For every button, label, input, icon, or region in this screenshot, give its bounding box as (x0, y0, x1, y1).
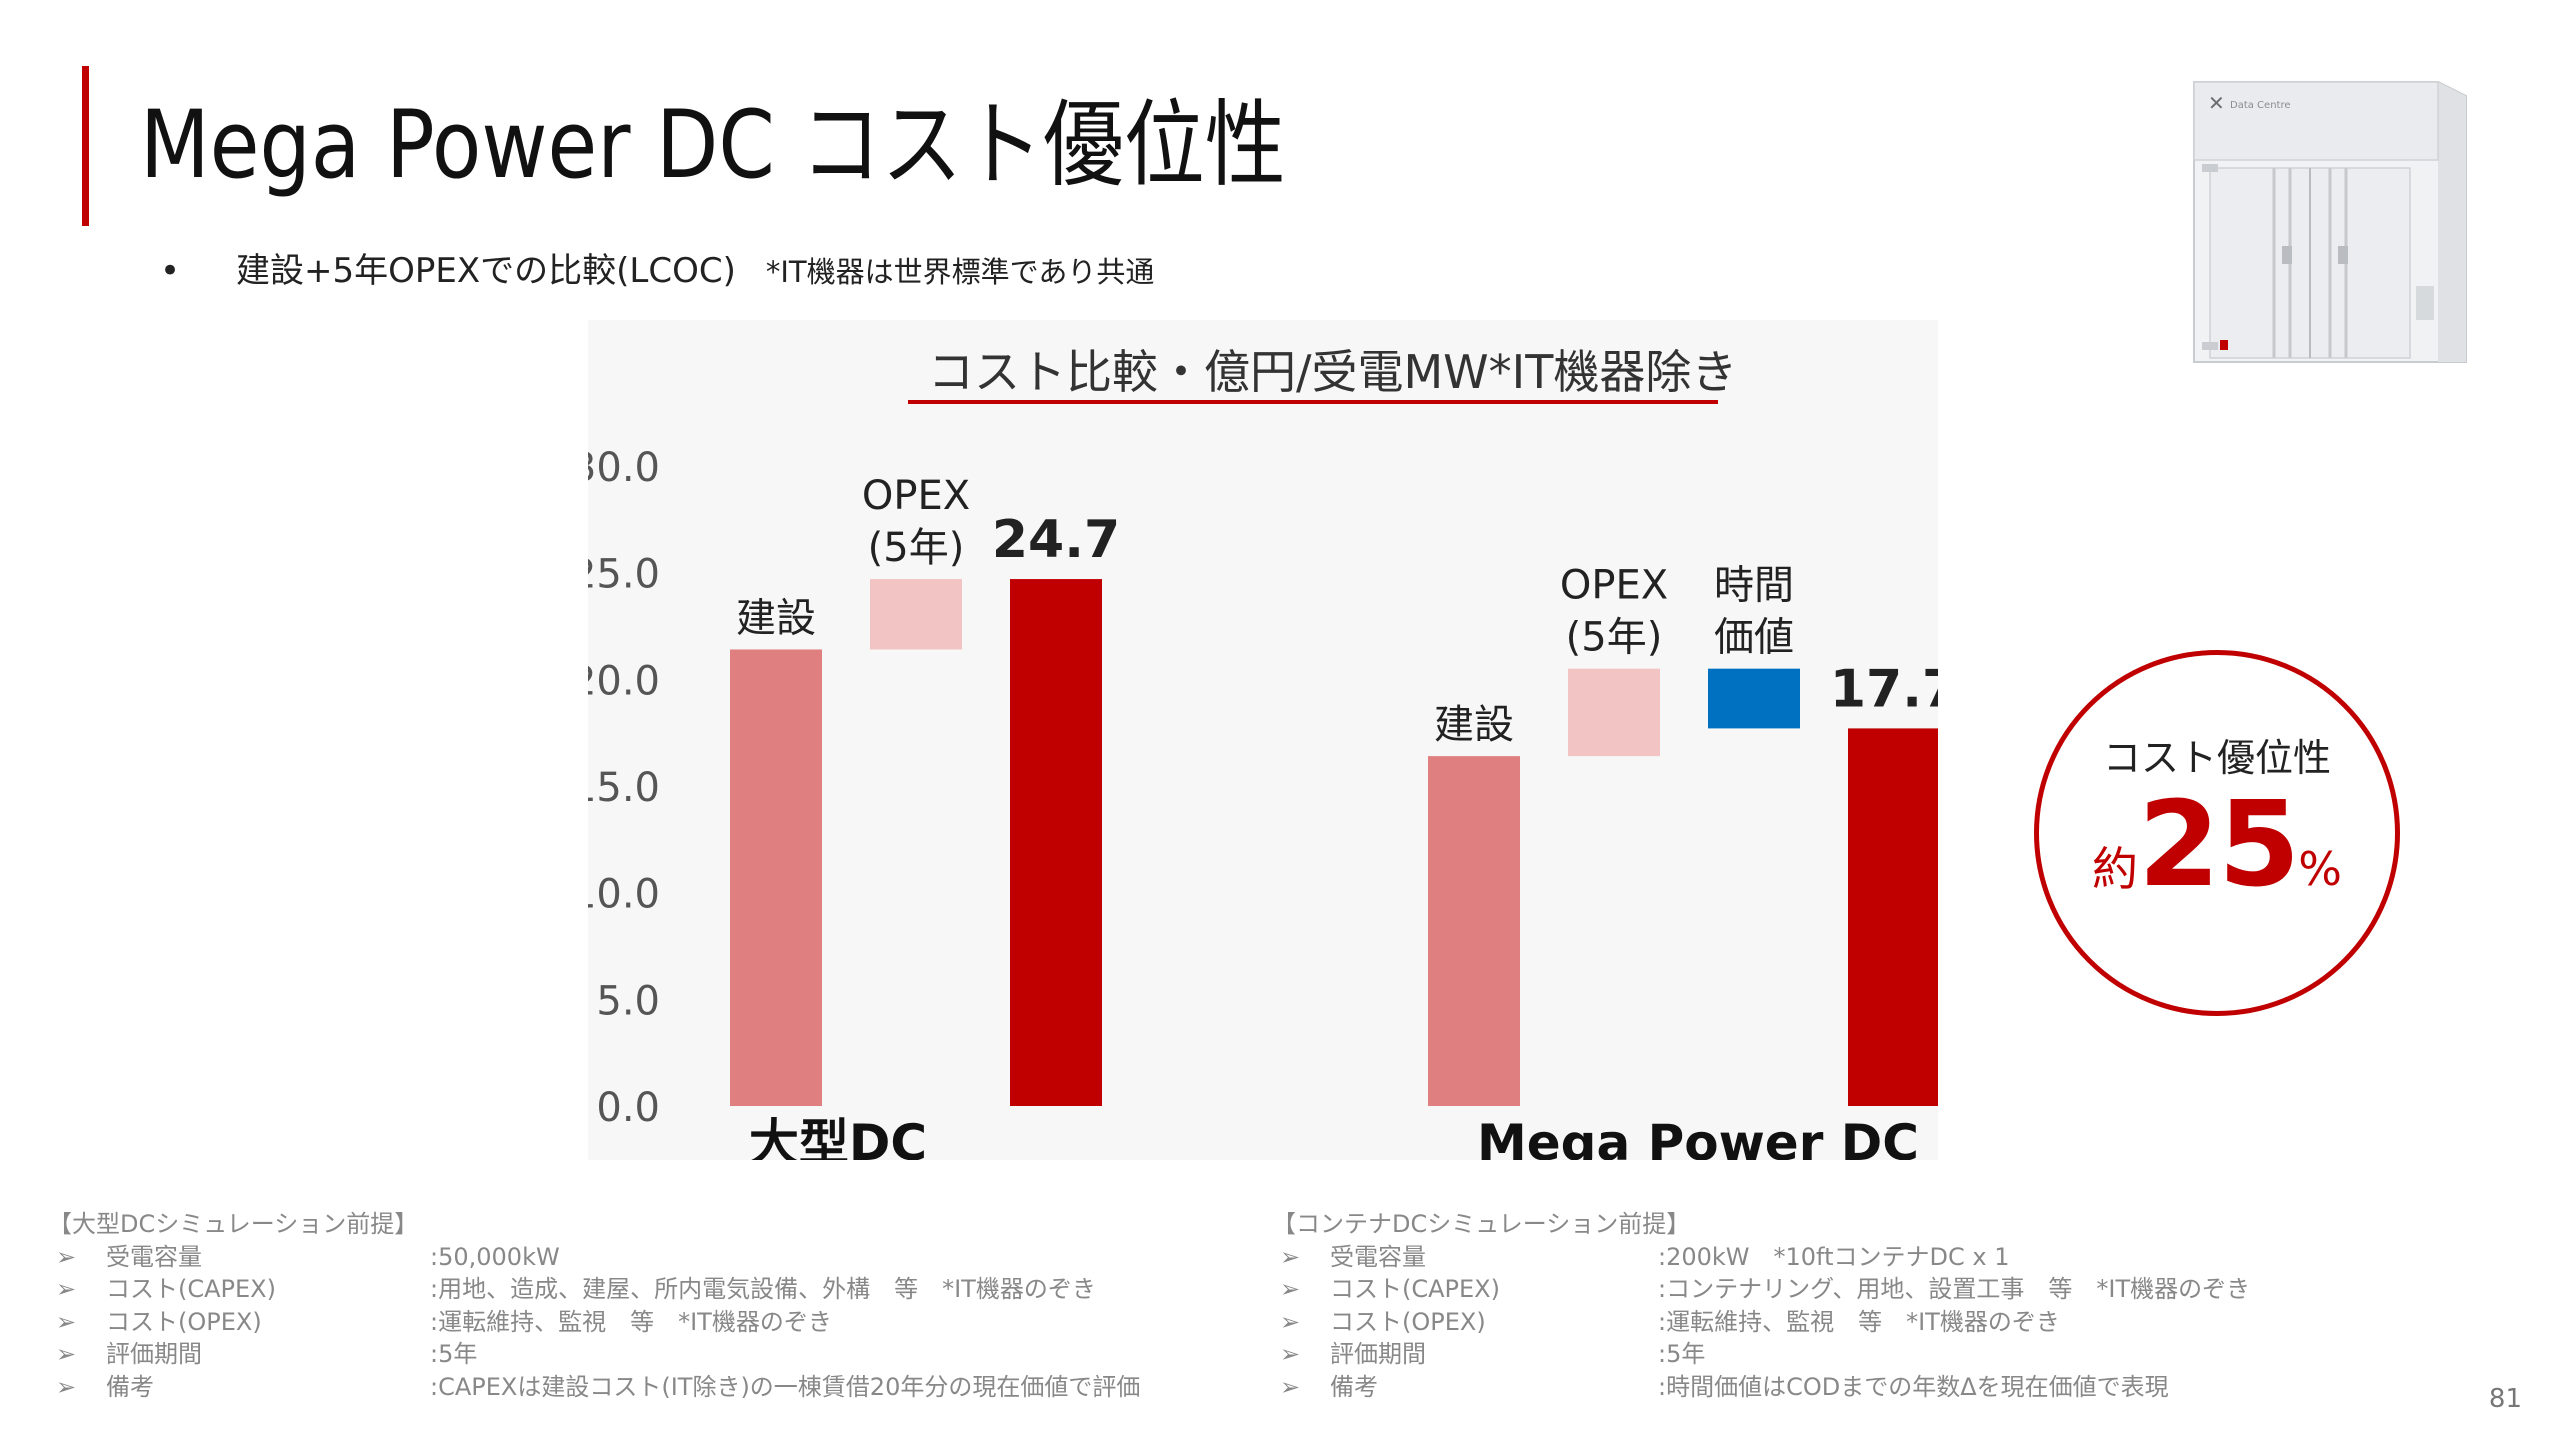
badge-number: 25 (2138, 775, 2300, 913)
bar-label: (5年) (1566, 615, 1663, 661)
arrow-bullet-icon: ➢ (56, 1242, 77, 1271)
badge-title: コスト優位性 (2102, 736, 2331, 780)
note-label: 備考 (106, 1372, 154, 1401)
note-value: :運転維持、監視 等 *IT機器のぞき (430, 1307, 832, 1336)
y-tick-label: 5.0 (596, 978, 660, 1024)
page-number: 81 (2488, 1384, 2522, 1414)
title-accent-bar (82, 66, 89, 226)
note-value: :5年 (1658, 1340, 1706, 1368)
bar (1708, 668, 1800, 729)
bullet-note: *IT機器は世界標準であり共通 (765, 255, 1155, 289)
bullet-dot: • (160, 251, 181, 291)
arrow-bullet-icon: ➢ (1280, 1340, 1301, 1368)
note-label: 評価期間 (1330, 1340, 1426, 1368)
note-value: :200kW *10ftコンテナDC x 1 (1658, 1242, 2010, 1271)
chart-title: コスト比較・億円/受電MW*IT機器除き (928, 345, 1737, 399)
note-label: コスト(CAPEX) (1330, 1275, 1500, 1303)
cost-advantage-badge: コスト優位性 約25% (2034, 650, 2400, 1016)
badge-suffix: % (2298, 842, 2342, 896)
note-row: ➢ 備考 :時間価値はCODまでの年数Δを現在価値で表現 (1272, 1371, 2372, 1404)
note-row: ➢ コスト(CAPEX) :コンテナリング、用地、設置工事 等 *IT機器のぞき (1272, 1273, 2372, 1306)
bar-value-label: 24.7 (992, 510, 1120, 570)
group-label: 大型DC (749, 1114, 927, 1160)
note-value: :5年 (430, 1340, 478, 1368)
chart-panel: コスト比較・億円/受電MW*IT機器除き 30.0 25.0 20.0 15.0 10.0… (588, 320, 1938, 1160)
note-row: ➢ コスト(CAPEX) :用地、造成、建屋、所内電気設備、外構 等 *IT機器のぞ… (48, 1273, 1228, 1306)
note-label: コスト(CAPEX) (106, 1275, 276, 1303)
y-tick-label: 0.0 (596, 1085, 660, 1131)
note-value: :コンテナリング、用地、設置工事 等 *IT機器のぞき (1658, 1275, 2251, 1303)
container-dc-image: ✕ Data Centre (2193, 81, 2467, 363)
bar-value-label: 17.7 (1830, 659, 1938, 719)
note-row: ➢ 受電容量 :200kW *10ftコンテナDC x 1 (1272, 1241, 2372, 1274)
note-row: ➢ 評価期間 :5年 (48, 1338, 1228, 1371)
bar (730, 649, 822, 1106)
bar (1428, 756, 1520, 1106)
bar-label: 時間 (1714, 563, 1794, 609)
bar-label: 建設 (1434, 702, 1514, 748)
note-value: :時間価値はCODまでの年数Δを現在価値で表現 (1658, 1372, 2169, 1401)
bar-label: (5年) (868, 525, 965, 571)
note-row: ➢ 評価期間 :5年 (1272, 1338, 2372, 1371)
bullet-item: • 建設+5年OPEXでの比較(LCOC) *IT機器は世界標準であり共通 (160, 246, 1154, 297)
note-label: コスト(OPEX) (106, 1307, 262, 1336)
bar-label: OPEX (862, 473, 970, 519)
svg-text:✕: ✕ (2208, 91, 2225, 115)
bar-label: 建設 (736, 595, 816, 641)
arrow-bullet-icon: ➢ (56, 1275, 77, 1303)
note-value: :用地、造成、建屋、所内電気設備、外構 等 *IT機器のぞき (430, 1275, 1096, 1303)
bar (1010, 579, 1102, 1106)
arrow-bullet-icon: ➢ (1280, 1307, 1301, 1336)
notes-heading: 【コンテナDCシミュレーション前提】 (1272, 1210, 1691, 1238)
badge-prefix: 約 (2092, 842, 2139, 896)
arrow-bullet-icon: ➢ (56, 1340, 77, 1368)
bar (1568, 668, 1660, 757)
note-row: ➢ 備考 :CAPEXは建設コスト(IT除き)の一棟賃借20年分の現在価値で評価 (48, 1371, 1228, 1404)
bar-label: 価値 (1714, 615, 1794, 661)
bar (1848, 728, 1938, 1106)
note-label: 評価期間 (106, 1340, 202, 1368)
y-tick-label: 10.0 (588, 872, 660, 918)
notes-large-dc: 【大型DCシミュレーション前提】 ➢ 受電容量 :50,000kW ➢ コスト(CAP… (48, 1208, 1228, 1403)
notes-container-dc: 【コンテナDCシミュレーション前提】 ➢ 受電容量 :200kW *10ftコンテナ… (1272, 1208, 2372, 1403)
bar-label: OPEX (1560, 563, 1668, 609)
y-tick-label: 30.0 (588, 445, 660, 491)
note-label: 受電容量 (1330, 1242, 1426, 1271)
page-title: Mega Power DC コスト優位性 (140, 91, 1286, 200)
group-label: Mega Power DC (1477, 1114, 1919, 1160)
note-row: ➢ 受電容量 :50,000kW (48, 1241, 1228, 1274)
note-value: :運転維持、監視 等 *IT機器のぞき (1658, 1307, 2060, 1336)
container-brand-text: Data Centre (2230, 100, 2291, 111)
arrow-bullet-icon: ➢ (56, 1307, 77, 1336)
note-row: ➢ コスト(OPEX) :運転維持、監視 等 *IT機器のぞき (1272, 1306, 2372, 1339)
y-tick-label: 15.0 (588, 765, 660, 811)
note-value: :50,000kW (430, 1242, 560, 1271)
arrow-bullet-icon: ➢ (1280, 1275, 1301, 1303)
y-tick-label: 20.0 (588, 658, 660, 704)
arrow-bullet-icon: ➢ (56, 1372, 77, 1401)
arrow-bullet-icon: ➢ (1280, 1242, 1301, 1271)
note-label: 受電容量 (106, 1242, 202, 1271)
note-value: :CAPEXは建設コスト(IT除き)の一棟賃借20年分の現在価値で評価 (430, 1372, 1141, 1401)
notes-heading: 【大型DCシミュレーション前提】 (48, 1210, 419, 1238)
arrow-bullet-icon: ➢ (1280, 1372, 1301, 1401)
note-row: ➢ コスト(OPEX) :運転維持、監視 等 *IT機器のぞき (48, 1306, 1228, 1339)
cost-comparison-chart: コスト比較・億円/受電MW*IT機器除き 30.0 25.0 20.0 15.0 10.0… (588, 345, 1938, 1160)
note-label: 備考 (1330, 1372, 1378, 1401)
note-label: コスト(OPEX) (1330, 1307, 1486, 1336)
badge-value: 約25% (2039, 775, 2395, 913)
y-tick-label: 25.0 (588, 552, 660, 598)
bar (870, 579, 962, 650)
bullet-text: 建設+5年OPEXでの比較(LCOC) (236, 251, 736, 291)
